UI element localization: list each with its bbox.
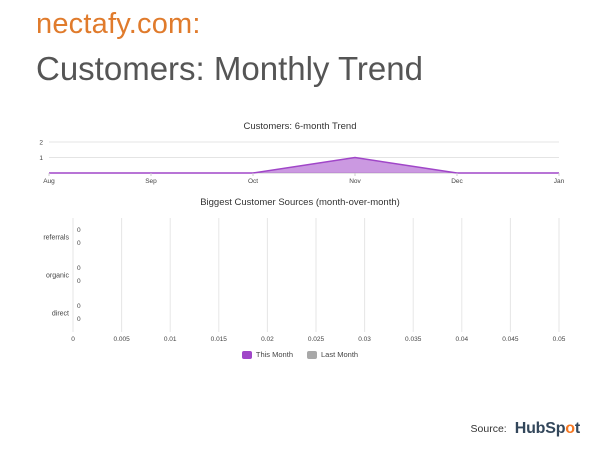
trend-y-tick-label: 2 (39, 140, 43, 147)
trend-y-tick-label: 1 (39, 155, 43, 162)
legend-item-this-month[interactable]: This Month (241, 350, 293, 359)
bar-value-label: 0 (77, 316, 81, 323)
sources-x-tick-label: 0.01 (164, 336, 177, 343)
sources-x-tick-label: 0.04 (455, 336, 468, 343)
legend-item-last-month[interactable]: Last Month (307, 350, 358, 359)
legend-label-last-month: Last Month (321, 350, 359, 359)
sources-category-label: organic (46, 273, 69, 280)
sources-x-tick-label: 0.035 (405, 336, 422, 343)
this-month-swatch (241, 350, 252, 359)
bar-value-label: 0 (77, 278, 81, 285)
bar-value-label: 0 (77, 303, 81, 310)
trend-x-tick-label: Nov (349, 178, 361, 185)
trend-line (49, 156, 559, 174)
sources-category-label: direct (52, 311, 69, 318)
sources-x-tick-label: 0.02 (261, 336, 274, 343)
sources-chart-title: Biggest Customer Sources (month-over-mon… (200, 197, 400, 208)
sources-x-tick-label: 0.03 (358, 336, 371, 343)
trend-x-tick-label: Dec (451, 178, 463, 185)
bar-value-label: 0 (77, 227, 81, 234)
sources-x-tick-label: 0.015 (211, 336, 228, 343)
source-label: Source: (470, 423, 507, 435)
last-month-swatch (307, 350, 317, 359)
bar-value-label: 0 (77, 265, 81, 272)
trend-x-tick-label: Oct (248, 178, 258, 185)
legend-label-this-month: This Month (255, 350, 293, 359)
trend-x-tick-label: Jan (554, 178, 565, 185)
trend-x-tick-label: Aug (43, 178, 55, 185)
hubspot-logo: HubSpot (514, 420, 580, 437)
sources-category-label: referrals (43, 235, 69, 242)
sources-x-tick-label: 0.005 (113, 336, 130, 343)
sources-x-tick-label: 0 (71, 336, 75, 343)
trend-chart-title: Customers: 6-month Trend (243, 121, 357, 132)
bar-value-label: 0 (77, 240, 81, 247)
sources-x-tick-label: 0.045 (502, 336, 519, 343)
trend-x-tick-label: Sep (145, 178, 157, 185)
sources-legend: This Month Last Month (0, 350, 600, 359)
source-attribution: Source: HubSpot (470, 420, 581, 438)
brand-name: nectafy.com: (36, 8, 201, 40)
slide-title: Customers: Monthly Trend (36, 50, 423, 87)
sources-x-tick-label: 0.05 (553, 336, 566, 343)
sources-x-tick-label: 0.025 (308, 336, 325, 343)
